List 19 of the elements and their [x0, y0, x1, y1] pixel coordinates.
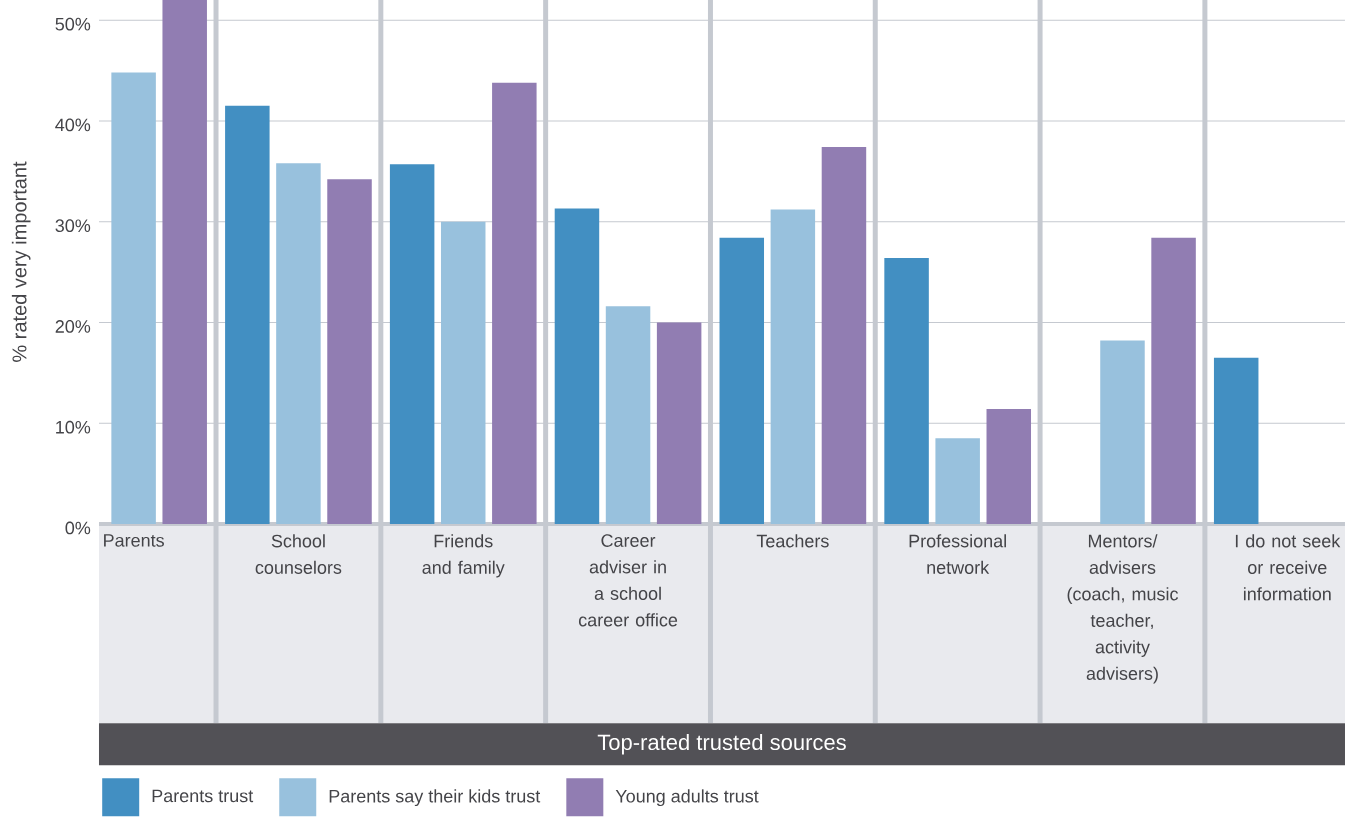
x-tick-label: Parents	[104, 534, 164, 547]
y-tick-label: 10%	[56, 420, 91, 434]
x-axis-title: Top-rated trusted sources	[597, 733, 846, 755]
y-tick-label: 30%	[55, 219, 91, 233]
x-tick-label: I do not seek or receive information	[1235, 534, 1341, 601]
x-tick-label: Career adviser in a school career office	[578, 534, 678, 627]
y-axis-title: % rated very important	[11, 161, 31, 362]
y-tick-label: 0%	[65, 521, 91, 535]
x-tick-label: Teachers	[756, 534, 829, 548]
legend-label: Parents say their kids trust	[329, 789, 541, 807]
x-tick-label: Mentors/ advisers (coach, music teacher, activity advisers)	[1067, 534, 1179, 684]
x-tick-label: Friends and family	[422, 534, 505, 578]
y-tick-label: 40%	[55, 118, 91, 132]
x-tick-label: Professional network	[909, 534, 1006, 574]
x-tick-label: School counselors	[255, 534, 342, 574]
y-tick-label: 20%	[55, 320, 91, 333]
y-tick-label: 50%	[55, 17, 91, 31]
legend-label: Young adults trust	[615, 789, 759, 807]
legend-label: Parents trust	[152, 789, 254, 803]
